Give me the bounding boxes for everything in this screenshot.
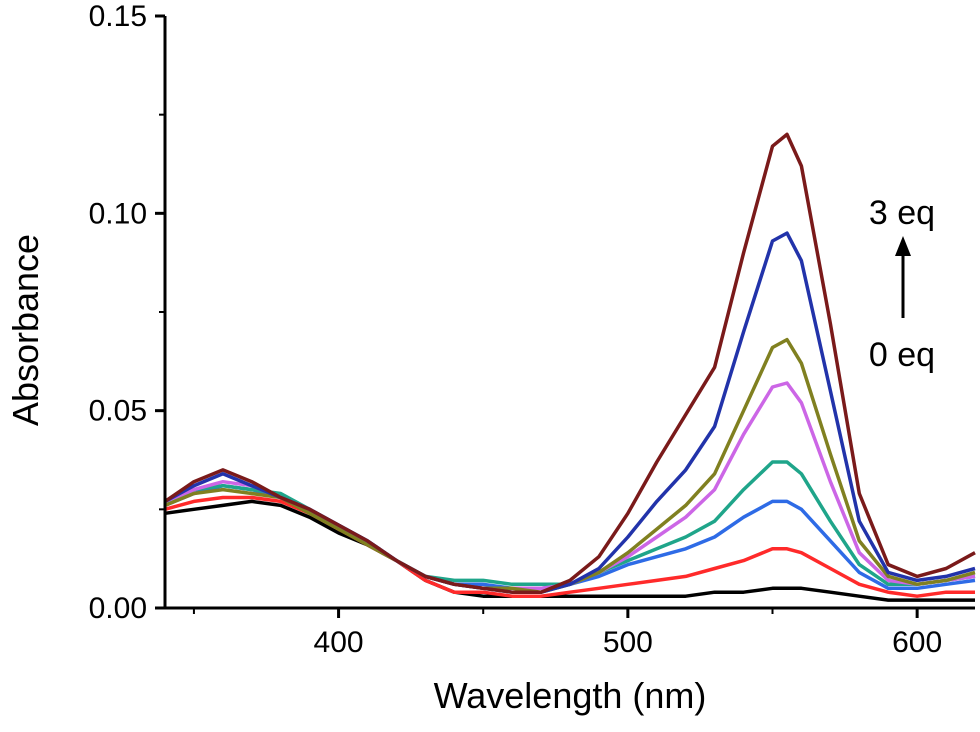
series-line-8 (164, 132, 976, 594)
x-tick-label: 400 (314, 626, 364, 659)
annotation-arrow (895, 236, 911, 318)
x-tick-label: 500 (603, 626, 653, 659)
y-tick-label: 0.10 (89, 197, 147, 230)
annotation-top-label: 3 eq (869, 194, 935, 232)
series-line-1 (164, 499, 975, 602)
x-tick-label: 600 (892, 626, 942, 659)
ticks-layer: 400 500 600 0.00 0.05 0.10 0.15 (89, 0, 943, 659)
y-tick-label: 0.05 (89, 395, 147, 428)
y-axis-title: Absorbance (5, 234, 46, 426)
annotation-bottom-label: 0 eq (869, 336, 935, 374)
y-tick-label: 0.15 (89, 0, 147, 33)
series-line-6 (164, 337, 976, 594)
x-axis-title: Wavelength (nm) (434, 675, 707, 716)
y-tick-label: 0.00 (89, 592, 147, 625)
series-layer (164, 132, 976, 602)
